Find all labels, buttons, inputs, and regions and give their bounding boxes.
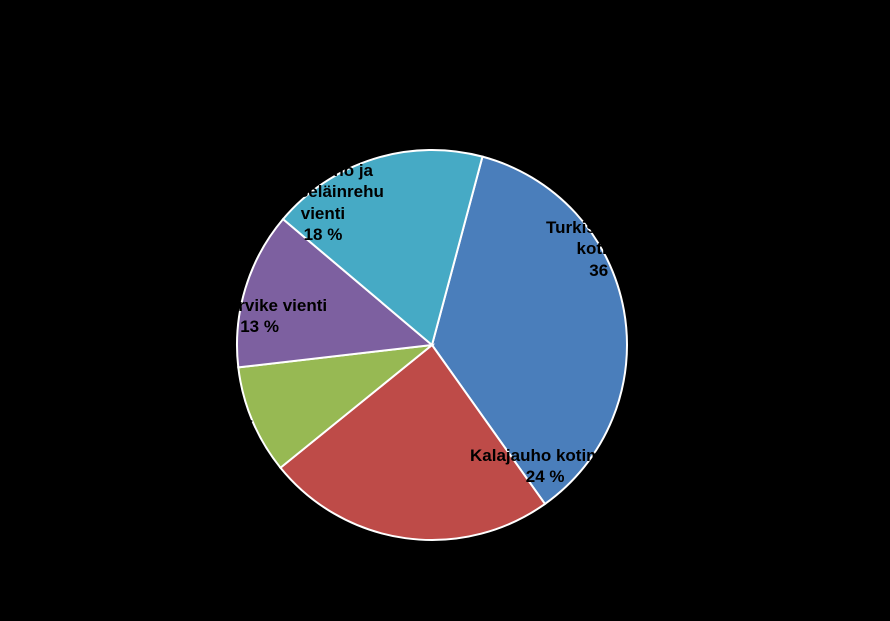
pie-slice-label: Elintarvike vienti 13 % [192, 295, 327, 338]
pie-slice-label: Kalajauho vienti 9 % [50, 492, 180, 535]
leader-line [180, 421, 252, 512]
pie-slice-label: Kalajauho ja turkiseläinrehu vienti 18 % [262, 160, 384, 245]
pie-chart-container: Turkiseläinrehu kotimaa 36 % Kalajauho ko… [0, 0, 890, 621]
pie-slice-label: Kalajauho kotimaa 24 % [470, 445, 620, 488]
pie-slice-label: Turkiseläinrehu kotimaa 36 % [546, 217, 671, 281]
